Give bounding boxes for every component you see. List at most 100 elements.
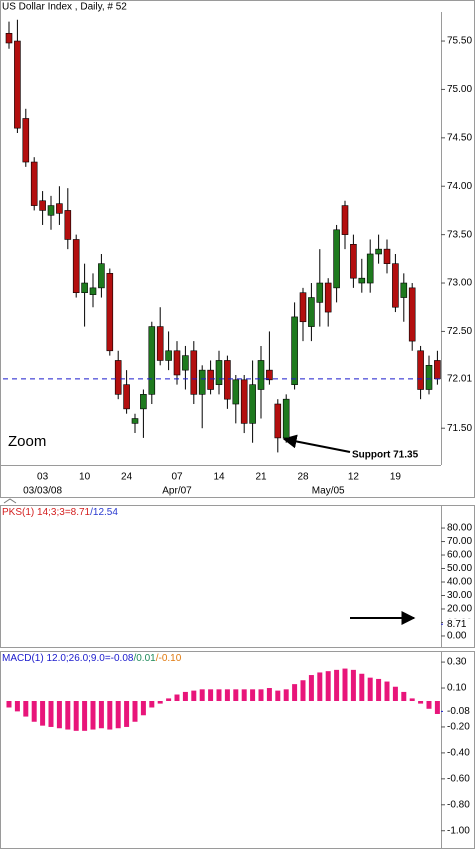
histogram-bar xyxy=(6,701,12,708)
y-tick-label: -0.40 xyxy=(447,748,470,759)
histogram-bar xyxy=(149,701,155,708)
x-major-label: Apr/07 xyxy=(162,486,192,497)
x-tick-label: 07 xyxy=(171,472,183,483)
level-box xyxy=(443,705,474,718)
histogram-bar xyxy=(334,669,340,701)
histogram-bar xyxy=(426,701,432,709)
candle-body xyxy=(299,292,307,323)
y-tick-label: -1.00 xyxy=(447,825,470,836)
histogram-bar xyxy=(392,686,398,701)
candle-body xyxy=(282,398,290,439)
histogram-bar xyxy=(56,701,62,729)
y-tick-label: 40.00 xyxy=(447,577,472,588)
histogram-bar xyxy=(191,690,197,701)
histogram-bar xyxy=(418,701,424,704)
panel-title-part: PKS(1) 14;3;3=8.71 xyxy=(2,507,91,518)
candle-body xyxy=(165,350,172,361)
level-box xyxy=(443,618,474,631)
x-tick-label: 19 xyxy=(390,472,402,483)
candle-body xyxy=(249,384,256,424)
y-tick-label: -0.20 xyxy=(447,722,470,733)
histogram-bar xyxy=(48,701,54,727)
candle-body xyxy=(56,203,63,214)
histogram-bar xyxy=(325,671,331,701)
histogram-bar xyxy=(250,689,256,701)
candle-body xyxy=(425,365,433,390)
support-label: Support 71.35 xyxy=(352,450,419,461)
x-tick-label: 03 xyxy=(37,472,49,483)
candle-body xyxy=(308,297,315,327)
y-tick-label: 72.50 xyxy=(447,326,472,337)
candle-body xyxy=(400,282,408,298)
splitter-handle[interactable] xyxy=(3,498,17,504)
candle-body xyxy=(274,403,282,439)
y-tick-label: 0.10 xyxy=(447,683,467,694)
candle-body xyxy=(215,360,223,385)
x-tick-label: 24 xyxy=(121,472,133,483)
level-label: 8.71 xyxy=(447,619,467,630)
panel-title-part: /-0.10 xyxy=(156,653,182,664)
candle-body xyxy=(333,229,340,289)
panel-title: PKS(1) 14;3;3=8.71/12.54 xyxy=(2,507,118,518)
histogram-bar xyxy=(292,684,298,701)
histogram-bar xyxy=(14,701,20,712)
y-tick-label: 60.00 xyxy=(447,550,472,561)
histogram-bar xyxy=(140,701,146,716)
y-tick-label: 73.50 xyxy=(447,229,472,240)
candle-body xyxy=(123,384,130,410)
macd-panel xyxy=(0,651,475,849)
y-tick-label: 0.00 xyxy=(447,631,467,642)
zoom-label[interactable]: Zoom xyxy=(8,433,46,450)
candle-body xyxy=(140,394,147,410)
x-tick-label: 10 xyxy=(79,472,91,483)
candle-body xyxy=(257,360,265,390)
histogram-bar xyxy=(90,701,96,730)
candle-body xyxy=(434,360,441,380)
histogram-bar xyxy=(275,690,281,701)
candle-body xyxy=(240,379,248,424)
histogram-bar xyxy=(258,689,264,701)
histogram-bar xyxy=(124,701,130,727)
stoch-panel xyxy=(0,505,475,648)
support-arrow xyxy=(282,434,351,453)
candle-body xyxy=(173,350,181,376)
candle-body xyxy=(22,118,30,163)
candle-body xyxy=(198,369,206,395)
candle-body xyxy=(131,418,139,424)
y-tick-label: -0.80 xyxy=(447,799,470,810)
chart-title: US Dollar Index , Daily, # 52 xyxy=(2,2,127,13)
y-tick-label: 74.50 xyxy=(447,132,472,143)
histogram-bar xyxy=(73,701,79,731)
level-label: 72.01 xyxy=(447,373,472,384)
candle-body xyxy=(224,360,231,400)
histogram-bar xyxy=(199,689,205,701)
y-tick-label: 75.50 xyxy=(447,36,472,47)
y-tick-label: 70.00 xyxy=(447,536,472,547)
candle-body xyxy=(156,326,164,361)
candle-body xyxy=(232,379,240,405)
candle-body xyxy=(358,277,366,284)
candle-body xyxy=(392,263,399,308)
x-tick-label: 21 xyxy=(255,472,267,483)
histogram-bar xyxy=(208,689,214,701)
histogram-bar xyxy=(157,701,163,704)
histogram-bar xyxy=(308,675,314,701)
candle-body xyxy=(350,244,357,279)
panel-title-part: /12.54 xyxy=(90,507,118,518)
histogram-bar xyxy=(166,698,172,701)
histogram-bar xyxy=(216,689,222,701)
candle-body xyxy=(316,282,324,303)
candle-body xyxy=(148,326,156,395)
histogram-bar xyxy=(434,701,440,714)
y-tick-label: 73.00 xyxy=(447,278,472,289)
candle-body xyxy=(408,287,416,342)
candle-body xyxy=(375,248,382,255)
y-tick-label: 75.00 xyxy=(447,84,472,95)
histogram-bar xyxy=(300,680,306,701)
y-tick-label: 74.00 xyxy=(447,181,472,192)
candle-body xyxy=(72,239,80,294)
candle-body xyxy=(207,369,214,390)
candle-body xyxy=(182,355,189,371)
histogram-bar xyxy=(384,681,390,701)
histogram-bar xyxy=(283,689,289,701)
